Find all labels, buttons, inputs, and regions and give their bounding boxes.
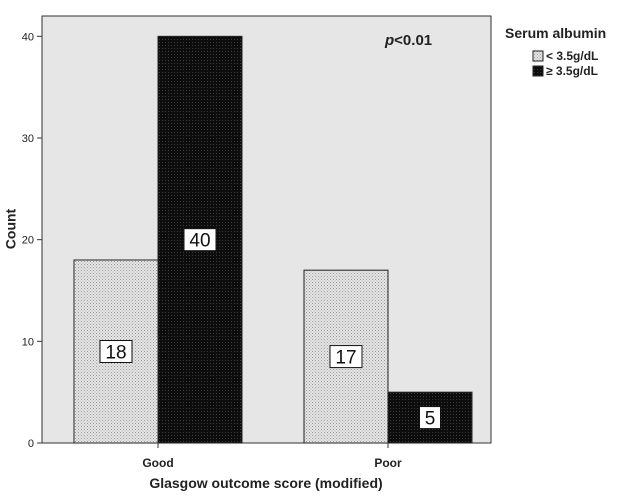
data-label-good-low: 18 — [105, 343, 126, 364]
p-value-annotation: p<0.01 — [384, 32, 432, 49]
y-tick-label-40: 40 — [22, 31, 34, 43]
x-axis-title: Glasgow outcome score (modified) — [149, 475, 382, 491]
p-value-symbol: p — [384, 32, 394, 49]
p-value-text: <0.01 — [394, 32, 432, 49]
legend: Serum albumin < 3.5g/dL ≥ 3.5g/dL — [505, 25, 606, 78]
y-tick-label-10: 10 — [22, 336, 34, 348]
data-label-good-high: 40 — [189, 231, 210, 252]
data-label-box — [99, 340, 133, 363]
bars-layer: 18 40 17 5 — [73, 35, 473, 444]
x-tick-label-poor: Poor — [374, 456, 402, 470]
y-tick-label-0: 0 — [28, 438, 34, 450]
data-label-box — [419, 406, 441, 430]
data-label-box — [183, 228, 217, 252]
legend-label-high: ≥ 3.5g/dL — [546, 64, 598, 78]
x-axis: Good Poor — [142, 443, 402, 470]
data-label-box — [329, 345, 363, 369]
legend-swatch-low — [532, 50, 544, 62]
y-tick-label-20: 20 — [22, 235, 34, 247]
y-axis: 0 10 20 30 40 — [22, 31, 42, 450]
legend-swatch-high — [532, 65, 544, 77]
data-label-poor-low: 17 — [335, 348, 356, 369]
data-label-poor-high: 5 — [425, 409, 436, 430]
y-tick-label-30: 30 — [22, 133, 34, 145]
y-axis-title: Count — [3, 208, 19, 249]
x-tick-label-good: Good — [142, 456, 173, 470]
legend-label-low: < 3.5g/dL — [546, 49, 598, 63]
legend-title: Serum albumin — [505, 25, 606, 41]
